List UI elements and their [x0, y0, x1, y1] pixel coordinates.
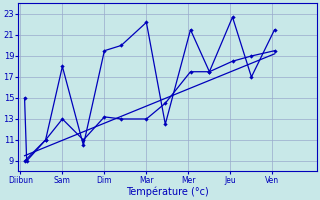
X-axis label: Température (°c): Température (°c) [126, 186, 209, 197]
